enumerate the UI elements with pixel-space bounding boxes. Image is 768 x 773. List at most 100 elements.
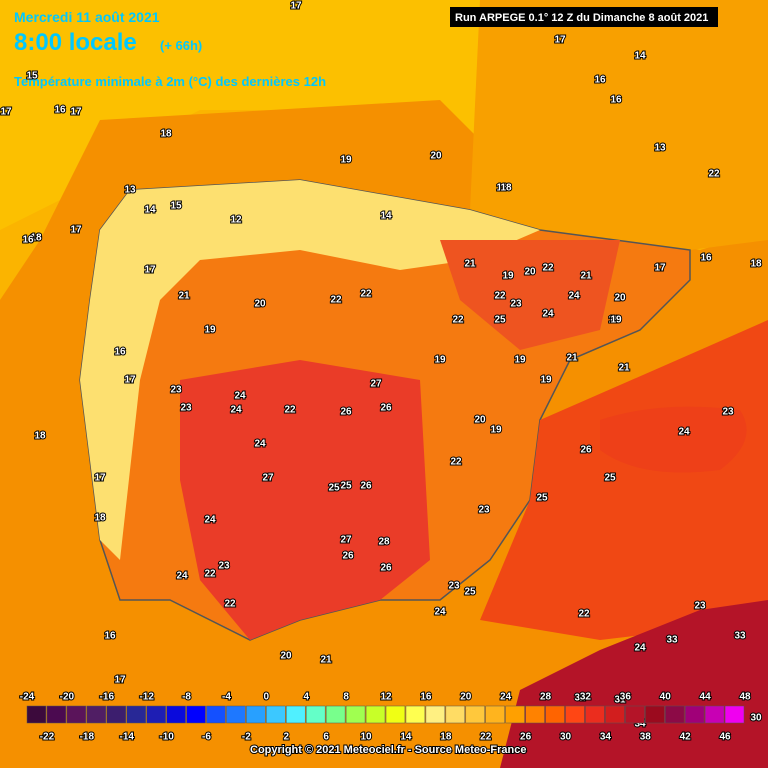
temp-label: 33 — [666, 635, 678, 646]
legend-tick-label: -24 — [20, 692, 35, 703]
temp-label: 18 — [496, 183, 508, 194]
date: Mercredi 11 août 2021 — [14, 9, 160, 25]
temp-label: 21 — [464, 259, 476, 270]
legend-swatch — [525, 705, 545, 724]
temp-label: 32 — [574, 693, 586, 704]
temp-label: 17 — [144, 265, 156, 276]
temp-label: 27 — [370, 379, 382, 390]
copyright: Copyright © 2021 Meteociel.fr - Source M… — [250, 744, 526, 756]
temp-label: 14 — [380, 211, 392, 222]
temp-label: 21 — [580, 271, 592, 282]
legend-tick-label: -8 — [182, 692, 191, 703]
temp-label: 19 — [434, 355, 446, 366]
temp-label: 24 — [568, 291, 580, 302]
legend-tick-label: 8 — [343, 692, 349, 703]
temp-label: 26 — [580, 445, 592, 456]
temp-label: 24 — [234, 391, 246, 402]
temp-label: 19 — [540, 375, 552, 386]
temp-label: 23 — [170, 385, 182, 396]
temp-label: 31 — [614, 695, 626, 706]
legend-tick-label: -12 — [139, 692, 154, 703]
temp-label: 24 — [176, 571, 188, 582]
temp-label: 17 — [70, 225, 82, 236]
temp-label: 25 — [328, 483, 340, 494]
temp-label: 17 — [554, 35, 566, 46]
temp-label: 17 — [94, 473, 106, 484]
temp-label: 22 — [708, 169, 720, 180]
temp-label: 28 — [378, 537, 390, 548]
legend-swatch — [405, 705, 426, 724]
sardinia-sea — [600, 406, 747, 473]
legend-swatch — [625, 705, 645, 724]
temp-label: 19 — [340, 155, 352, 166]
legend-swatch — [485, 705, 505, 724]
legend-tick-label: 24 — [500, 692, 512, 703]
temp-label: 27 — [340, 535, 352, 546]
temp-label: 21 — [566, 353, 578, 364]
temp-label: 15 — [26, 71, 38, 82]
legend-tick-label: -4 — [222, 692, 231, 703]
temp-label: 25 — [604, 473, 616, 484]
legend-tick-label: 14 — [400, 732, 412, 743]
legend-tick-label: 10 — [360, 732, 372, 743]
temp-label: 16 — [22, 235, 34, 246]
legend-tick-label: 44 — [700, 692, 712, 703]
temp-label: 18 — [30, 233, 42, 244]
temp-label: 25 — [464, 587, 476, 598]
legend-tick-label: -16 — [100, 692, 115, 703]
legend-swatch — [46, 705, 67, 724]
temp-label: 24 — [434, 607, 446, 618]
legend-swatch — [545, 705, 565, 724]
temp-label: 21 — [178, 291, 190, 302]
legend-tick-label: 36 — [620, 692, 632, 703]
temp-label: 23 — [478, 505, 490, 516]
temp-label: 24 — [254, 439, 266, 450]
temp-label: 23 — [448, 581, 460, 592]
temp-label: 22 — [224, 599, 236, 610]
legend-swatch — [166, 705, 186, 724]
africa — [500, 600, 768, 768]
legend-tick-label: 28 — [540, 692, 552, 703]
temp-label: 22 — [578, 609, 590, 620]
legend-swatch — [206, 705, 226, 724]
temp-label: 16 — [54, 105, 66, 116]
temp-label: 16 — [700, 253, 712, 264]
temp-label: 23 — [722, 407, 734, 418]
temp-label: 24 — [634, 643, 646, 654]
temp-label: 13 — [654, 143, 666, 154]
temp-label: 15 — [170, 201, 182, 212]
temp-label: 20 — [524, 267, 536, 278]
legend-swatch — [106, 705, 126, 724]
legend-swatch — [664, 705, 685, 724]
temp-label: 23 — [510, 299, 522, 310]
legend-swatch — [26, 705, 47, 724]
temp-label: 17 — [0, 107, 12, 118]
temp-label: 33 — [734, 631, 746, 642]
temp-label: 17 — [70, 107, 82, 118]
legend-swatch — [704, 705, 725, 724]
temp-label: 23 — [694, 601, 706, 612]
legend-swatch — [66, 705, 87, 724]
temp-label: 16 — [104, 631, 116, 642]
temp-label: 18 — [94, 513, 106, 524]
legend-swatch — [305, 705, 326, 724]
temp-label: 13 — [124, 185, 136, 196]
legend-tick-label: 16 — [420, 692, 432, 703]
legend-swatch — [465, 705, 485, 724]
temp-label: 12 — [230, 215, 242, 226]
legend-swatch — [724, 705, 745, 724]
temp-label: 20 — [280, 651, 292, 662]
temp-label: 24 — [678, 427, 690, 438]
temp-label: 25 — [494, 315, 506, 326]
legend-swatch — [365, 705, 386, 724]
temp-label: 19 — [490, 425, 502, 436]
legend-swatch — [325, 705, 346, 724]
mediterranean — [480, 320, 768, 640]
temp-label: 26 — [380, 563, 392, 574]
temp-label: 24 — [542, 309, 554, 320]
legend-swatch — [86, 705, 107, 724]
run-box — [450, 7, 718, 27]
temp-label: 24 — [204, 515, 216, 526]
temp-label: 19 — [514, 355, 526, 366]
